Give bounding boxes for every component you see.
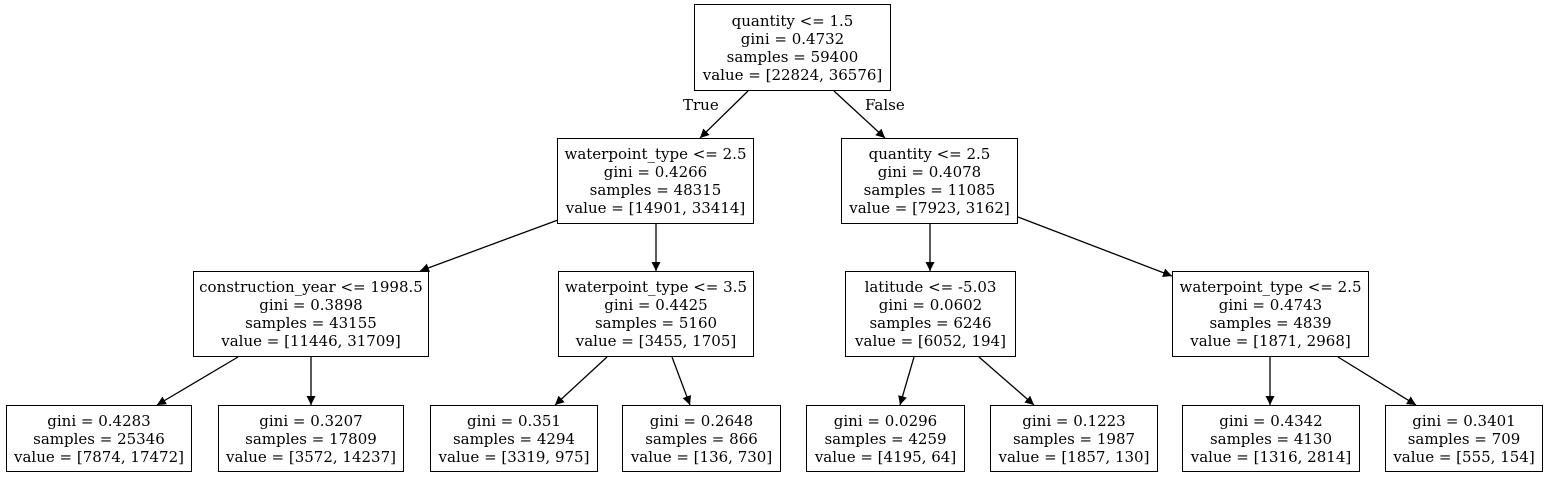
tree-node-5: latitude <= -5.03 gini = 0.0602 samples … <box>845 271 1016 357</box>
node-value: value = [6052, 194] <box>855 332 1006 350</box>
node-value: value = [14901, 33414] <box>565 199 746 217</box>
node-samples: samples = 5160 <box>594 314 718 332</box>
node-samples: samples = 4294 <box>452 429 576 448</box>
tree-node-1: waterpoint_type <= 2.5 gini = 0.4266 sam… <box>557 138 754 224</box>
node-gini: gini = 0.351 <box>467 411 561 430</box>
tree-leaf-13: gini = 0.4342 samples = 4130 value = [13… <box>1182 405 1360 472</box>
tree-leaf-11: gini = 0.0296 samples = 4259 value = [41… <box>806 405 965 472</box>
node-value: value = [3455, 1705] <box>575 332 737 350</box>
tree-edge-arrow-13 <box>1337 356 1417 406</box>
node-samples: samples = 25346 <box>33 429 165 448</box>
tree-leaf-8: gini = 0.3207 samples = 17809 value = [3… <box>218 405 404 472</box>
node-split: waterpoint_type <= 2.5 <box>564 145 747 163</box>
tree-leaf-7: gini = 0.4283 samples = 25346 value = [7… <box>6 405 192 472</box>
tree-leaf-9: gini = 0.351 samples = 4294 value = [331… <box>430 405 598 472</box>
node-value: value = [7923, 3162] <box>849 199 1010 217</box>
node-gini: gini = 0.4743 <box>1218 296 1323 314</box>
node-gini: gini = 0.0602 <box>878 296 983 314</box>
node-value: value = [1857, 130] <box>998 447 1150 466</box>
node-samples: samples = 1987 <box>1012 429 1136 448</box>
node-samples: samples = 4259 <box>824 429 947 448</box>
tree-leaf-10: gini = 0.2648 samples = 866 value = [136… <box>622 405 781 472</box>
node-gini: gini = 0.0296 <box>833 411 938 430</box>
tree-edge-arrow-9 <box>671 356 692 406</box>
tree-node-2: quantity <= 2.5 gini = 0.4078 samples = … <box>841 138 1018 224</box>
node-samples: samples = 866 <box>645 429 758 448</box>
node-value: value = [1316, 2814] <box>1190 447 1352 466</box>
node-gini: gini = 0.2648 <box>649 411 754 430</box>
node-value: value = [555, 154] <box>1393 447 1535 466</box>
node-split: construction_year <= 1998.5 <box>199 278 423 296</box>
node-gini: gini = 0.4342 <box>1219 411 1323 430</box>
node-value: value = [3319, 975] <box>438 447 590 466</box>
node-split: waterpoint_type <= 3.5 <box>565 278 747 296</box>
node-gini: gini = 0.4732 <box>740 29 845 48</box>
node-split: latitude <= -5.03 <box>864 278 997 296</box>
node-samples: samples = 6246 <box>869 314 992 332</box>
tree-edge-arrow-5 <box>1017 216 1173 277</box>
node-gini: gini = 0.3898 <box>259 296 363 314</box>
tree-node-3: construction_year <= 1998.5 gini = 0.389… <box>193 271 429 357</box>
node-samples: samples = 59400 <box>726 47 859 66</box>
node-value: value = [22824, 36576] <box>702 65 883 84</box>
tree-edge-arrow-10 <box>898 356 915 406</box>
node-gini: gini = 0.4425 <box>604 296 708 314</box>
node-samples: samples = 709 <box>1407 429 1521 448</box>
tree-node-4: waterpoint_type <= 3.5 gini = 0.4425 sam… <box>558 271 754 357</box>
tree-edge-arrow-6 <box>156 356 239 406</box>
node-value: value = [11446, 31709] <box>221 332 401 350</box>
node-value: value = [7874, 17472] <box>14 447 184 466</box>
node-samples: samples = 43155 <box>245 314 377 332</box>
node-value: value = [3572, 14237] <box>226 447 396 466</box>
node-gini: gini = 0.4283 <box>47 411 151 430</box>
node-gini: gini = 0.3207 <box>259 411 363 430</box>
node-gini: gini = 0.3401 <box>1412 411 1516 430</box>
node-gini: gini = 0.4078 <box>877 163 982 181</box>
node-value: value = [4195, 64] <box>814 447 957 466</box>
node-gini: gini = 0.4266 <box>603 163 708 181</box>
edge-label-false: False <box>865 96 905 114</box>
node-samples: samples = 17809 <box>245 429 377 448</box>
tree-edge-arrow-11 <box>978 356 1035 406</box>
node-split: quantity <= 2.5 <box>868 145 991 163</box>
node-split: waterpoint_type <= 2.5 <box>1179 278 1362 296</box>
tree-node-root: quantity <= 1.5 gini = 0.4732 samples = … <box>694 4 891 91</box>
edge-label-true: True <box>683 96 719 114</box>
node-value: value = [1871, 2968] <box>1190 332 1351 350</box>
tree-leaf-14: gini = 0.3401 samples = 709 value = [555… <box>1385 405 1543 472</box>
tree-leaf-12: gini = 0.1223 samples = 1987 value = [18… <box>990 405 1158 472</box>
node-value: value = [136, 730] <box>630 447 773 466</box>
node-gini: gini = 0.1223 <box>1022 411 1126 430</box>
node-samples: samples = 4839 <box>1209 314 1332 332</box>
node-samples: samples = 48315 <box>589 181 722 199</box>
node-split: quantity <= 1.5 <box>731 11 854 30</box>
tree-node-6: waterpoint_type <= 2.5 gini = 0.4743 sam… <box>1172 271 1369 357</box>
tree-edge-arrow-8 <box>554 356 608 406</box>
tree-edge-arrow-0 <box>699 90 749 139</box>
node-samples: samples = 4130 <box>1209 429 1333 448</box>
tree-edge-arrow-1 <box>833 90 886 139</box>
node-samples: samples = 11085 <box>863 181 996 199</box>
tree-edge-arrow-2 <box>419 219 559 273</box>
